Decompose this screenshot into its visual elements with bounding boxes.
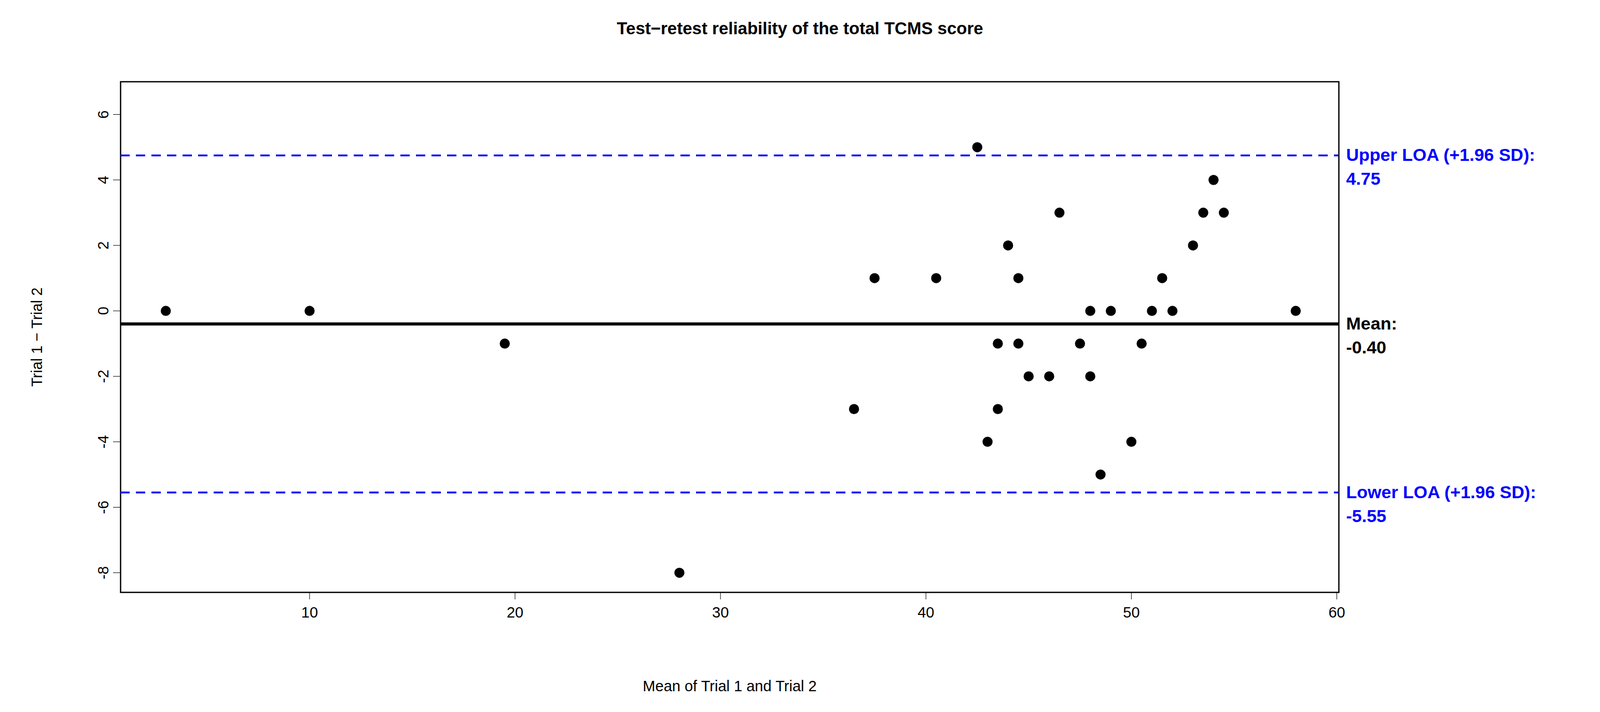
svg-text:40: 40 (917, 603, 935, 621)
svg-text:Lower LOA (+1.96 SD):-5.55: Lower LOA (+1.96 SD):-5.55 (1346, 481, 1537, 526)
svg-text:Trial 1 − Trial 2: Trial 1 − Trial 2 (28, 287, 46, 387)
svg-text:-4: -4 (94, 434, 112, 449)
svg-text:30: 30 (712, 603, 729, 621)
svg-text:60: 60 (1328, 603, 1345, 621)
svg-text:50: 50 (1122, 603, 1140, 621)
svg-text:Mean of Trial 1 and Trial 2: Mean of Trial 1 and Trial 2 (642, 677, 817, 694)
svg-text:6: 6 (94, 110, 112, 119)
svg-text:2: 2 (94, 241, 112, 250)
svg-text:0: 0 (94, 306, 112, 315)
svg-text:4: 4 (94, 175, 112, 185)
svg-text:Mean:-0.40: Mean:-0.40 (1346, 313, 1398, 357)
svg-text:-8: -8 (94, 565, 112, 580)
svg-text:10: 10 (301, 603, 318, 621)
svg-text:-2: -2 (94, 369, 112, 383)
svg-text:-6: -6 (94, 500, 112, 514)
html-text:Test−retest reliability of the: Test−retest reliability of the total TCM… (616, 18, 984, 38)
svg-text:20: 20 (506, 603, 524, 621)
svg-text:Upper LOA (+1.96 SD):4.75: Upper LOA (+1.96 SD):4.75 (1346, 144, 1536, 189)
